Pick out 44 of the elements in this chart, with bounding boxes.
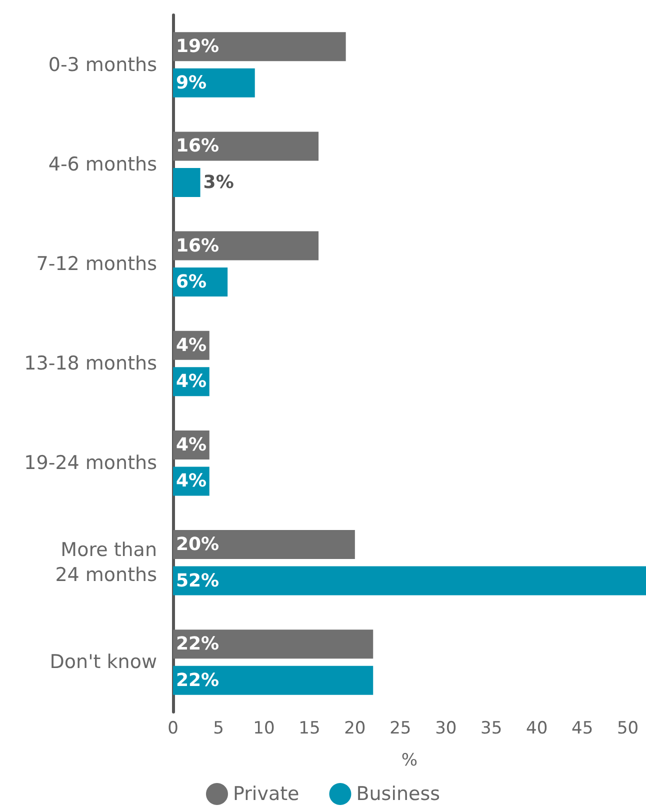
bar <box>173 566 646 596</box>
x-axis-title: % <box>401 750 418 770</box>
x-tick-label: 0 <box>168 718 178 738</box>
legend-label: Private <box>232 783 300 805</box>
bar <box>173 132 319 161</box>
x-tick-label: 40 <box>526 718 548 738</box>
bar <box>173 32 346 62</box>
data-label: 6% <box>176 272 207 293</box>
y-tick-label: Don't know <box>50 651 157 674</box>
x-tick-label: 15 <box>298 718 320 738</box>
data-label: 16% <box>176 235 220 256</box>
x-tick-label: 45 <box>572 718 594 738</box>
y-tick-label: 7-12 months <box>36 252 157 275</box>
x-tick-label: 25 <box>390 718 412 738</box>
y-tick-label: 19-24 months <box>24 452 157 474</box>
data-label: 3% <box>203 172 234 193</box>
x-tick-label: 35 <box>480 718 502 738</box>
y-tick-label: 13-18 months <box>24 352 157 374</box>
x-tick-label: 10 <box>253 718 275 738</box>
data-label: 4% <box>176 470 207 492</box>
data-label: 16% <box>176 136 220 157</box>
x-tick-label: 5 <box>213 718 224 738</box>
x-tick-label: 20 <box>344 718 366 738</box>
data-label: 4% <box>176 434 207 456</box>
bar <box>173 231 319 260</box>
data-label: 22% <box>176 634 220 655</box>
bar <box>173 68 255 98</box>
data-label: 4% <box>176 371 207 392</box>
y-tick-label: 4-6 months <box>48 153 157 176</box>
legend-label: Business <box>356 783 440 805</box>
y-tick-label: More than 24 months <box>55 539 157 586</box>
x-tick-label: 50 <box>616 718 639 738</box>
data-label: 4% <box>176 334 207 356</box>
data-label: 19% <box>176 36 220 58</box>
bar <box>173 666 374 695</box>
x-tick-label: 30 <box>435 718 457 738</box>
bar <box>173 168 200 197</box>
data-label: 20% <box>176 534 220 556</box>
bar <box>173 530 355 560</box>
bar <box>173 630 374 659</box>
data-label: 52% <box>176 570 220 592</box>
data-label: 22% <box>176 670 220 691</box>
y-tick-label: 0-3 months <box>48 54 157 76</box>
data-label: 9% <box>176 72 207 94</box>
